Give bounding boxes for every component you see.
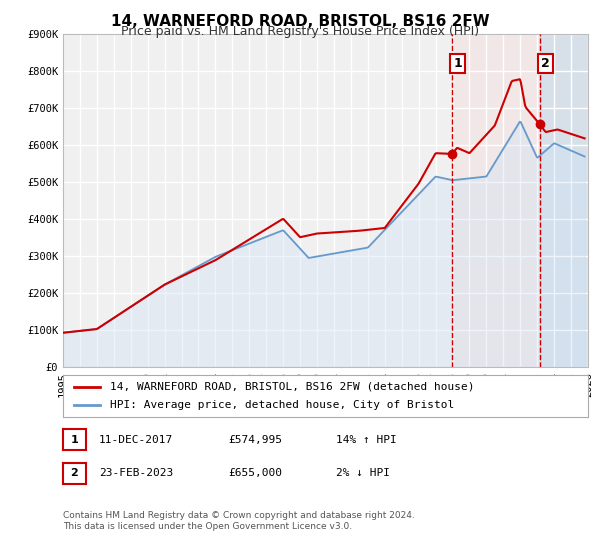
Text: 2: 2 bbox=[71, 468, 78, 478]
Text: £574,995: £574,995 bbox=[228, 435, 282, 445]
Text: £655,000: £655,000 bbox=[228, 468, 282, 478]
Text: 14% ↑ HPI: 14% ↑ HPI bbox=[336, 435, 397, 445]
Text: HPI: Average price, detached house, City of Bristol: HPI: Average price, detached house, City… bbox=[110, 400, 455, 410]
Text: 23-FEB-2023: 23-FEB-2023 bbox=[99, 468, 173, 478]
Text: 11-DEC-2017: 11-DEC-2017 bbox=[99, 435, 173, 445]
Text: 1: 1 bbox=[453, 57, 462, 69]
Text: 2: 2 bbox=[541, 57, 550, 69]
Text: 2% ↓ HPI: 2% ↓ HPI bbox=[336, 468, 390, 478]
Bar bbox=[540, 34, 596, 367]
Text: 14, WARNEFORD ROAD, BRISTOL, BS16 2FW: 14, WARNEFORD ROAD, BRISTOL, BS16 2FW bbox=[110, 14, 490, 29]
Bar bbox=[452, 34, 540, 367]
Text: This data is licensed under the Open Government Licence v3.0.: This data is licensed under the Open Gov… bbox=[63, 522, 352, 531]
Text: 14, WARNEFORD ROAD, BRISTOL, BS16 2FW (detached house): 14, WARNEFORD ROAD, BRISTOL, BS16 2FW (d… bbox=[110, 382, 475, 392]
Text: 1: 1 bbox=[71, 435, 78, 445]
Text: Contains HM Land Registry data © Crown copyright and database right 2024.: Contains HM Land Registry data © Crown c… bbox=[63, 511, 415, 520]
Text: Price paid vs. HM Land Registry's House Price Index (HPI): Price paid vs. HM Land Registry's House … bbox=[121, 25, 479, 38]
